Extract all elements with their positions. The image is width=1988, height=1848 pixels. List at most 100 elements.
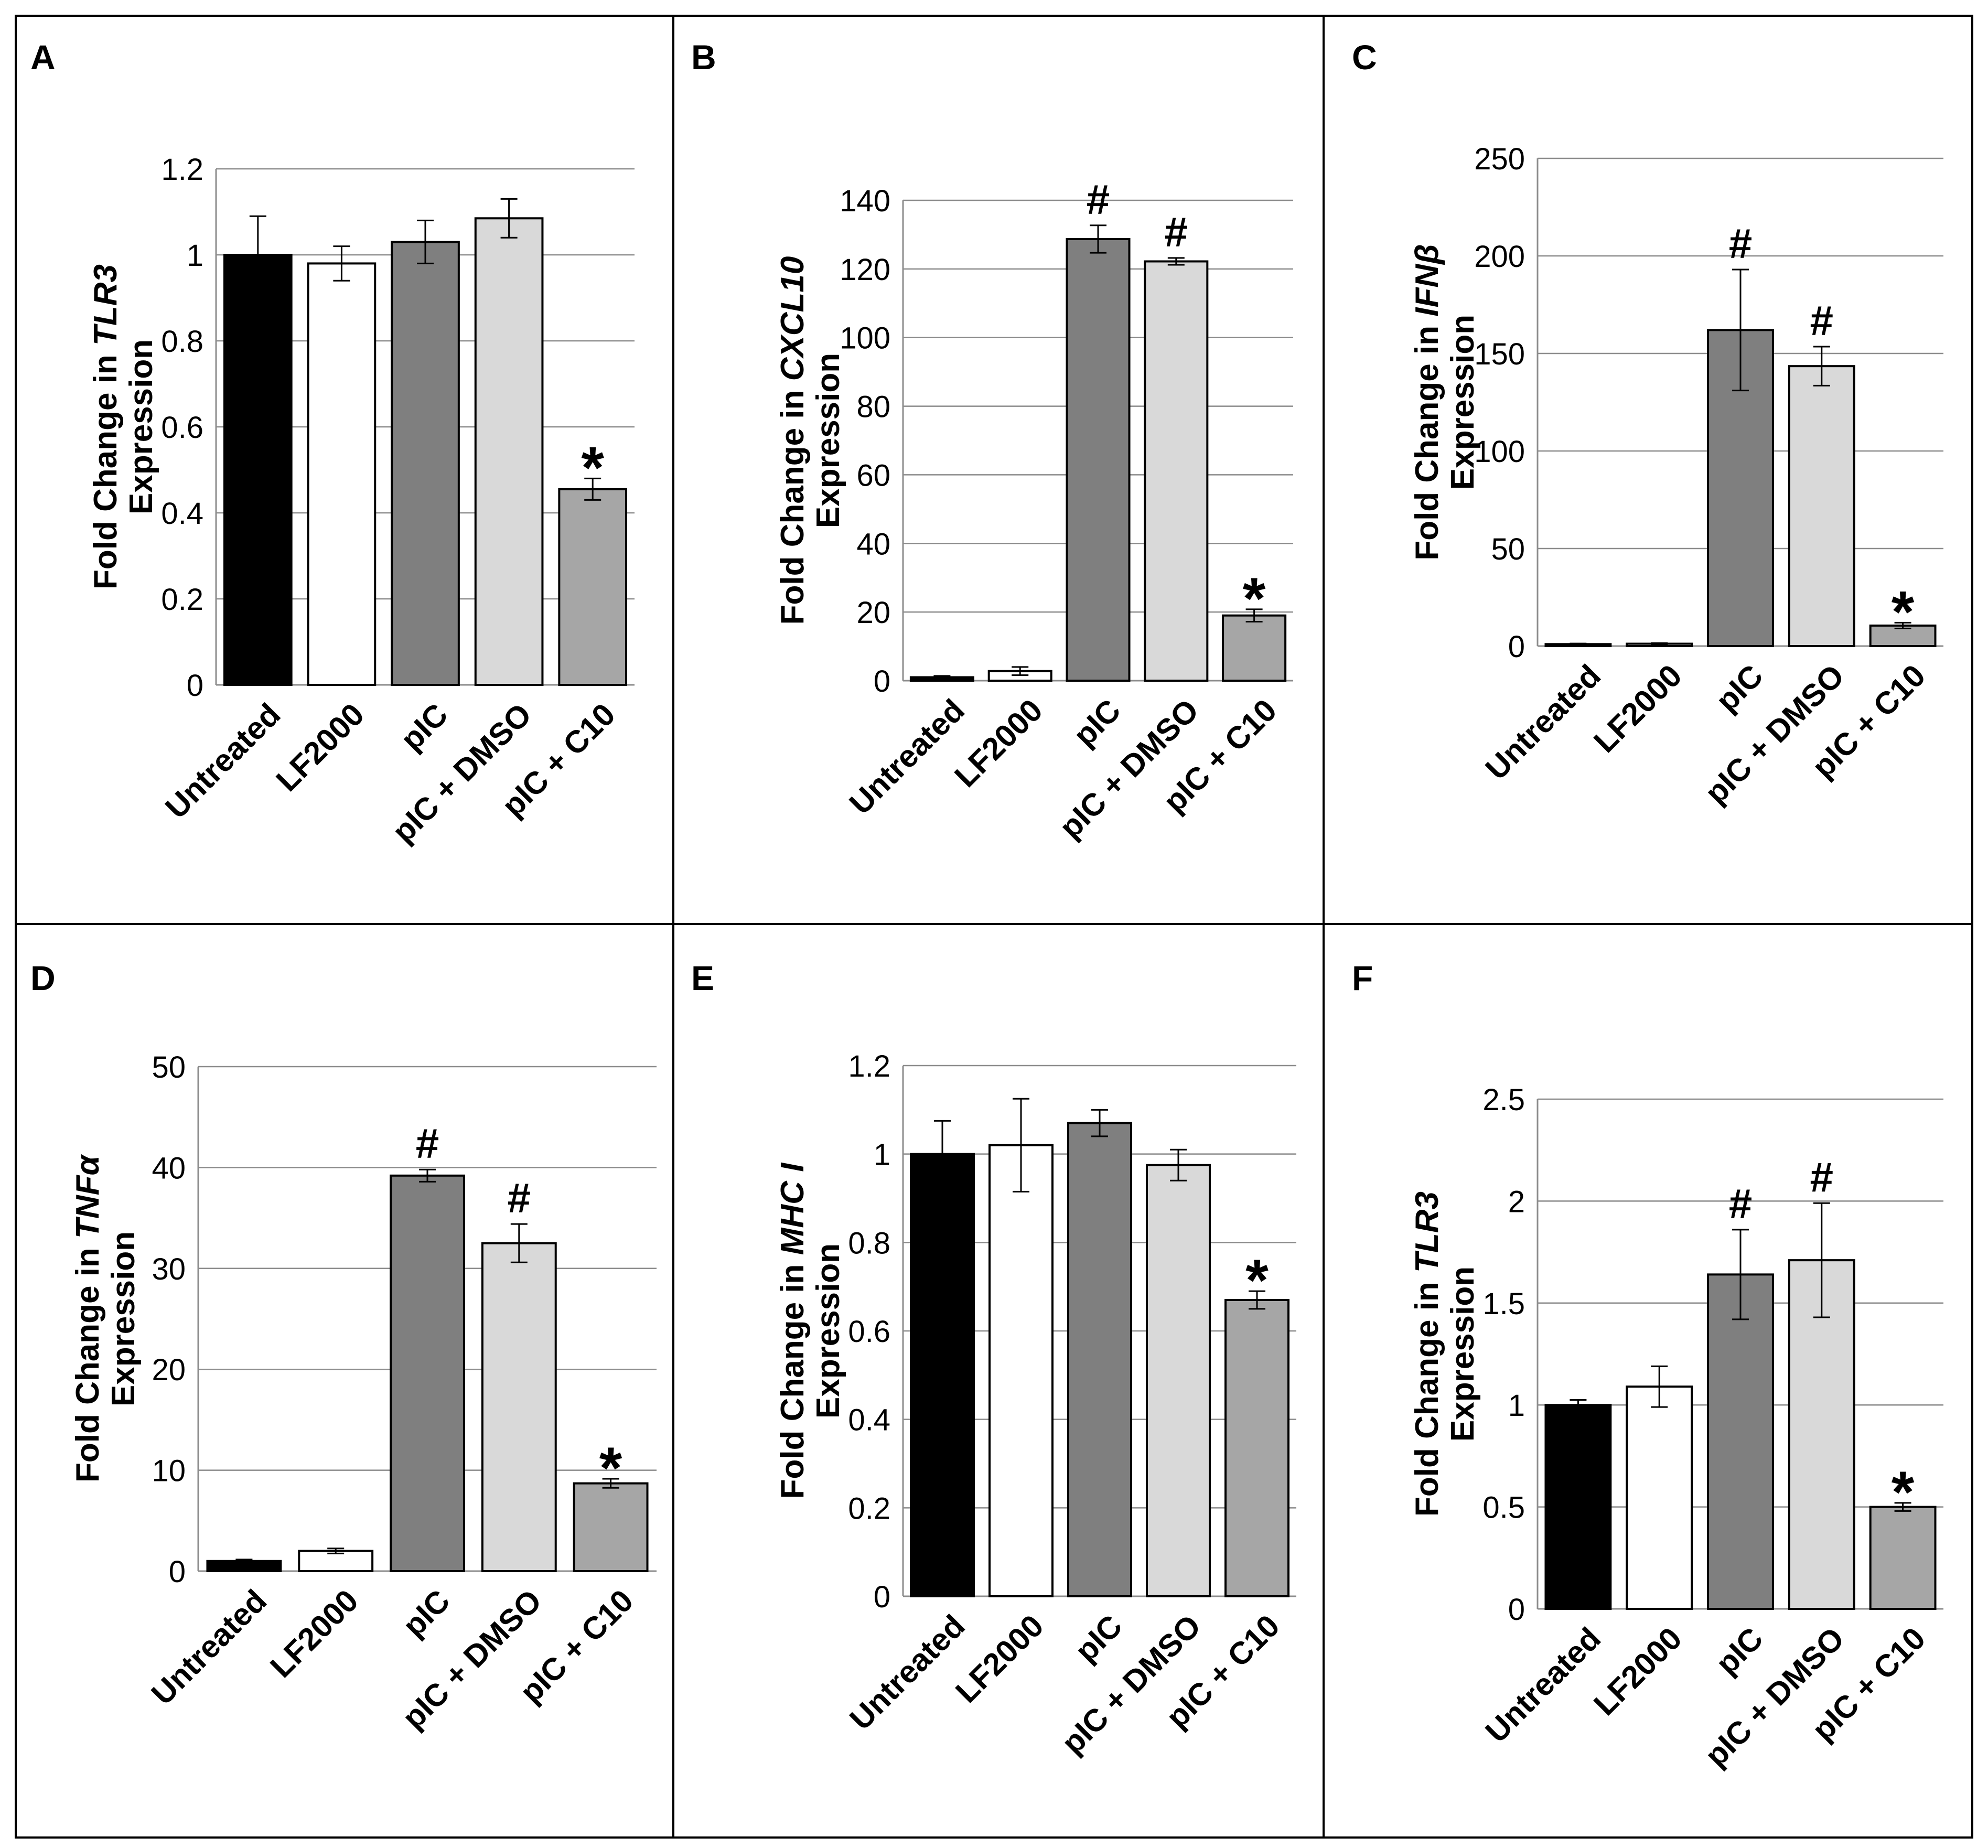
significance-marker: #	[1165, 209, 1188, 255]
y-axis-title-prefix: Fold Change in	[88, 346, 124, 589]
y-tick-label: 1	[187, 239, 203, 273]
y-tick-label: 20	[856, 596, 890, 630]
bar	[1146, 1164, 1211, 1597]
bar	[1066, 238, 1131, 682]
significance-marker: #	[1810, 1154, 1834, 1200]
y-tick-label: 1.2	[161, 153, 203, 187]
panel-letter-a: A	[30, 38, 56, 77]
significance-marker: *	[1245, 1248, 1269, 1313]
y-tick-label: 0	[187, 669, 203, 703]
y-tick-label: 50	[152, 1050, 186, 1084]
y-tick-label: 60	[856, 458, 890, 492]
bar	[391, 241, 460, 686]
y-tick-label: 2	[1508, 1185, 1525, 1219]
y-tick-label: 10	[152, 1454, 186, 1488]
y-tick-label: 200	[1474, 240, 1525, 274]
y-axis-title-gene: TLR3	[1409, 1191, 1445, 1273]
y-axis-title-gene: TNFα	[70, 1154, 106, 1239]
y-tick-label: 250	[1474, 142, 1525, 176]
y-axis-title-prefix: Fold Change in	[1409, 317, 1445, 561]
y-axis-title-gene: IFNβ	[1409, 244, 1445, 316]
bar	[1144, 260, 1209, 682]
y-tick-label: 40	[152, 1151, 186, 1185]
y-tick-label: 50	[1491, 532, 1525, 566]
y-axis-title-prefix: Fold Change in	[775, 1255, 811, 1499]
significance-marker: *	[1243, 566, 1266, 631]
panel-letter-f: F	[1352, 959, 1373, 997]
y-tick-label: 100	[1474, 435, 1525, 469]
panel-letter-c: C	[1352, 38, 1377, 77]
y-tick-label: 100	[840, 321, 890, 356]
y-axis-title-line2: Expression	[1445, 1266, 1481, 1442]
y-axis-title: Fold Change in CXCL10	[775, 256, 811, 625]
bar	[573, 1482, 649, 1573]
y-tick-label: 0.8	[848, 1226, 890, 1260]
bar	[910, 1153, 975, 1598]
y-tick-label: 20	[152, 1353, 186, 1387]
panel-letter-e: E	[691, 959, 714, 997]
y-axis-title-line2: Expression	[810, 1243, 846, 1419]
significance-marker: #	[1087, 176, 1110, 223]
y-tick-label: 0.4	[848, 1403, 890, 1437]
y-axis-title-prefix: Fold Change in	[775, 381, 811, 625]
significance-marker: *	[581, 435, 604, 500]
y-axis-title: Fold Change in IFNβ	[1409, 244, 1445, 560]
bar	[307, 262, 377, 686]
y-tick-label: 0	[1508, 630, 1525, 664]
y-tick-label: 150	[1474, 337, 1525, 371]
y-axis-title-line2: Expression	[1445, 315, 1481, 490]
y-tick-label: 0.2	[161, 583, 203, 617]
bar	[474, 217, 544, 686]
y-axis-title-gene: MHC I	[775, 1162, 811, 1255]
y-tick-label: 1	[874, 1138, 890, 1172]
y-axis-title-prefix: Fold Change in	[1409, 1273, 1445, 1517]
bar	[1626, 1385, 1693, 1610]
y-axis-title-prefix: Fold Change in	[70, 1239, 106, 1482]
significance-marker: #	[1810, 297, 1834, 344]
significance-marker: #	[1729, 1180, 1753, 1227]
y-tick-label: 0.8	[161, 325, 203, 359]
y-tick-label: 2.5	[1482, 1083, 1525, 1117]
panel-letter-d: D	[30, 959, 56, 997]
y-tick-label: 1	[1508, 1389, 1525, 1423]
y-tick-label: 1.5	[1482, 1287, 1525, 1321]
y-axis-title-gene: TLR3	[88, 264, 124, 346]
y-tick-label: 0.5	[1482, 1491, 1525, 1525]
y-axis-title: Fold Change in TNFα	[70, 1154, 106, 1482]
y-tick-label: 0.4	[161, 497, 203, 531]
bar	[1224, 1298, 1289, 1597]
bar	[1544, 1404, 1612, 1610]
outer-border	[15, 15, 1973, 1839]
y-axis-title-line2: Expression	[810, 353, 846, 528]
bar	[1067, 1122, 1132, 1597]
y-axis-title: Fold Change in TLR3	[1409, 1191, 1445, 1517]
y-axis-title: Fold Change in MHC I	[775, 1162, 811, 1499]
bar	[1707, 1273, 1774, 1610]
significance-marker: *	[1892, 1459, 1915, 1525]
significance-marker: #	[416, 1120, 439, 1167]
y-tick-label: 0	[874, 1580, 890, 1614]
significance-marker: #	[508, 1175, 531, 1221]
panel-letter-b: B	[691, 38, 716, 77]
bar	[988, 1144, 1054, 1598]
y-tick-label: 40	[856, 527, 890, 561]
significance-marker: *	[1892, 579, 1915, 644]
significance-marker: *	[599, 1435, 622, 1501]
y-axis-title-line2: Expression	[123, 339, 159, 514]
y-tick-label: 0	[169, 1555, 186, 1589]
bar	[481, 1242, 557, 1572]
y-tick-label: 0.6	[161, 411, 203, 445]
bar	[1788, 365, 1855, 647]
bar	[298, 1550, 374, 1573]
y-tick-label: 0	[874, 664, 890, 699]
y-tick-label: 120	[840, 253, 890, 287]
y-tick-label: 1.2	[848, 1049, 890, 1083]
bar	[1788, 1259, 1855, 1610]
bar	[390, 1174, 465, 1572]
y-axis-title-line2: Expression	[105, 1231, 142, 1406]
y-axis-title-gene: CXCL10	[775, 256, 811, 381]
significance-marker: #	[1729, 220, 1753, 267]
bar	[223, 254, 293, 686]
y-tick-label: 30	[152, 1252, 186, 1286]
